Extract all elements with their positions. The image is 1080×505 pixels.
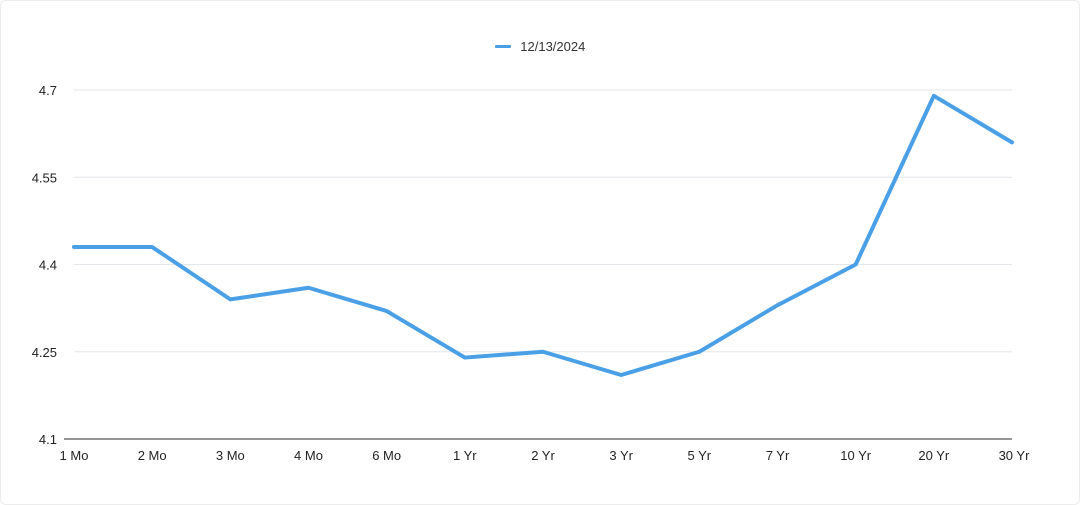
x-tick-label: 3 Yr [609, 448, 633, 463]
x-tick-label: 1 Yr [453, 448, 477, 463]
series-line [72, 93, 1014, 378]
x-tick-label: 7 Yr [766, 448, 790, 463]
grid-lines [74, 89, 1012, 353]
legend: 12/13/2024 [0, 38, 1080, 54]
y-tick-label: 4.4 [39, 258, 57, 273]
x-tick-label: 2 Mo [138, 448, 167, 463]
y-tick-label: 4.55 [32, 170, 57, 185]
x-tick-label: 3 Mo [216, 448, 245, 463]
y-tick-label: 4.1 [39, 432, 57, 447]
x-tick-label: 2 Yr [531, 448, 555, 463]
legend-swatch [494, 45, 511, 49]
x-tick-label: 1 Mo [60, 448, 89, 463]
x-tick-label: 6 Mo [372, 448, 401, 463]
x-tick-label: 30 Yr [999, 448, 1031, 463]
y-axis-ticks: 4.7 4.55 4.4 4.25 4.1 [32, 83, 57, 447]
x-axis-ticks: 1 Mo 2 Mo 3 Mo 4 Mo 6 Mo 1 Yr 2 Yr 3 Yr 5 Yr 7 Yr… [60, 448, 1031, 463]
series-lines [72, 93, 1014, 378]
x-tick-label: 5 Yr [688, 448, 712, 463]
y-tick-label: 4.25 [32, 345, 57, 360]
legend-label: 12/13/2024 [520, 39, 586, 55]
x-tick-label: 20 Yr [918, 448, 950, 463]
y-tick-label: 4.7 [39, 83, 57, 98]
x-tick-label: 4 Mo [294, 448, 323, 463]
x-tick-label: 10 Yr [840, 448, 872, 463]
